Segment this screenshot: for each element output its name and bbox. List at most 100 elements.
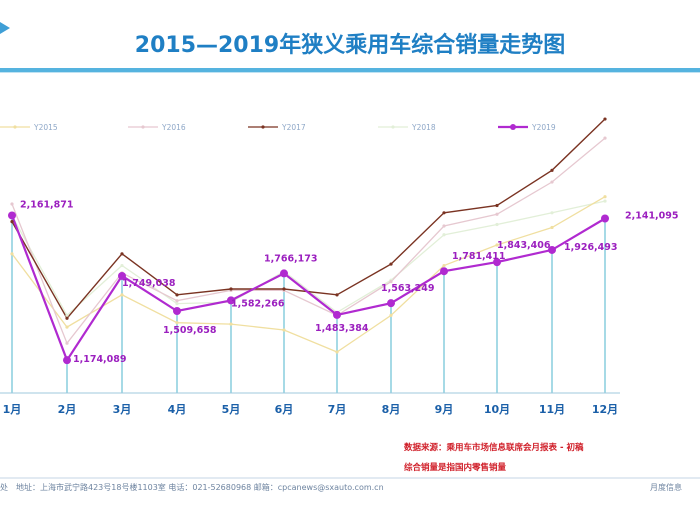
- point-y2017: [550, 168, 554, 172]
- data-label-y2019: 2,161,871: [20, 199, 74, 210]
- header-bar-shadow: [0, 72, 700, 73]
- footer-right-text: 月度信息: [650, 482, 682, 492]
- point-y2019: [8, 211, 16, 220]
- point-y2015: [229, 322, 233, 326]
- x-tick-label: 9月: [435, 403, 454, 416]
- point-y2019: [440, 267, 448, 276]
- point-y2017: [495, 203, 499, 208]
- series-layer: [10, 118, 606, 363]
- point-y2016: [389, 280, 393, 284]
- x-tick-label: 11月: [539, 403, 565, 416]
- series-line-y2019: [10, 215, 606, 363]
- legend-item-y2016: Y2016: [128, 123, 186, 132]
- point-y2015: [65, 325, 69, 329]
- x-tick-label: 4月: [168, 403, 187, 416]
- legend-item-y2017: Y2017: [248, 123, 306, 132]
- point-y2019: [227, 296, 235, 305]
- footer-left-fragment: 处: [0, 482, 8, 492]
- point-y2019: [493, 258, 501, 267]
- legend-label: Y2017: [281, 123, 306, 132]
- point-y2017: [282, 287, 286, 291]
- chart-title: 2015—2019年狭义乘用车综合销量走势图: [135, 32, 565, 58]
- data-label-y2019: 1,749,038: [122, 278, 176, 289]
- data-label-y2019: 2,141,095: [625, 211, 679, 222]
- point-y2015: [120, 293, 124, 297]
- point-y2017: [389, 262, 393, 266]
- series-line-y2016: [11, 137, 606, 345]
- point-y2016: [10, 202, 14, 206]
- point-y2015: [442, 263, 446, 268]
- x-axis-ticks: 1月 2月 3月 4月 5月 6月 7月 8月 9月 10月 11月 12月: [3, 403, 618, 416]
- legend-label: Y2018: [411, 123, 436, 132]
- point-y2016: [65, 341, 69, 345]
- point-y2017: [603, 117, 607, 121]
- point-y2018: [175, 302, 179, 306]
- x-tick-label: 12月: [592, 403, 618, 416]
- point-y2015: [10, 252, 14, 256]
- data-label-y2019: 1,483,384: [315, 323, 369, 334]
- data-label-y2019: 1,563,249: [381, 283, 435, 294]
- data-label-y2019: 1,781,411: [452, 251, 506, 262]
- point-y2015: [335, 350, 339, 354]
- series-line-y2015: [11, 196, 606, 353]
- series-line-y2017: [11, 118, 606, 320]
- marker-layer: [8, 117, 609, 365]
- x-tick-label: 3月: [113, 403, 132, 416]
- x-tick-label: 6月: [275, 403, 294, 416]
- point-y2017: [10, 219, 14, 224]
- corner-decoration: [0, 22, 10, 34]
- source-note-line1: 数据来源：乘用车市场信息联席会月报表 - 初稿: [404, 442, 584, 453]
- legend-marker: [13, 125, 17, 129]
- point-y2019: [548, 245, 556, 254]
- point-y2018: [495, 222, 499, 227]
- x-tick-label: 10月: [484, 403, 510, 416]
- source-note-line2: 综合销量是指国内零售销量: [404, 462, 507, 473]
- x-tick-label: 7月: [328, 403, 347, 416]
- point-y2018: [442, 233, 446, 237]
- legend-label: Y2019: [531, 123, 556, 132]
- point-y2019: [601, 214, 609, 223]
- point-y2015: [389, 313, 393, 317]
- header-bar: [0, 68, 700, 72]
- legend: Y2015 Y2016 Y2017 Y2018 Y2019: [0, 123, 556, 132]
- x-tick-label: 5月: [222, 403, 241, 416]
- legend-item-y2015: Y2015: [0, 123, 58, 132]
- x-tick-label: 1月: [3, 403, 22, 416]
- legend-marker: [261, 125, 265, 129]
- point-y2018: [550, 211, 554, 215]
- point-y2015: [603, 195, 607, 199]
- legend-marker: [141, 125, 145, 129]
- point-y2016: [603, 136, 607, 140]
- data-label-y2019: 1,174,089: [73, 354, 127, 365]
- data-label-y2019: 1,509,658: [163, 325, 217, 336]
- data-label-y2019: 1,766,173: [264, 253, 318, 264]
- label-layer: 2,161,871 1,174,089 1,749,038 1,509,658 1,58…: [20, 199, 679, 365]
- point-y2019: [63, 356, 71, 365]
- point-y2017: [175, 293, 179, 297]
- point-y2019: [333, 310, 341, 319]
- point-y2016: [175, 299, 179, 303]
- point-y2017: [335, 293, 339, 297]
- point-y2015: [550, 225, 554, 230]
- legend-item-y2018: Y2018: [378, 123, 436, 132]
- point-y2015: [495, 243, 499, 247]
- legend-marker: [510, 124, 516, 130]
- footer-address: 地址：上海市武宁路423号18号楼1103室 电话：021-52680968 邮…: [16, 482, 384, 492]
- point-y2015: [175, 321, 179, 325]
- legend-marker: [391, 125, 395, 129]
- point-y2018: [65, 313, 69, 317]
- legend-label: Y2016: [161, 123, 186, 132]
- point-y2017: [229, 287, 233, 291]
- point-y2016: [495, 212, 499, 216]
- x-tick-label: 2月: [58, 403, 77, 416]
- point-y2017: [120, 252, 124, 256]
- point-y2015: [282, 328, 286, 332]
- data-label-y2019: 1,582,266: [231, 298, 285, 309]
- point-y2019: [280, 269, 288, 278]
- point-y2016: [550, 180, 554, 184]
- data-label-y2019: 1,843,406: [497, 240, 551, 251]
- point-y2019: [173, 307, 181, 316]
- point-y2018: [603, 199, 607, 203]
- point-y2017: [442, 211, 446, 215]
